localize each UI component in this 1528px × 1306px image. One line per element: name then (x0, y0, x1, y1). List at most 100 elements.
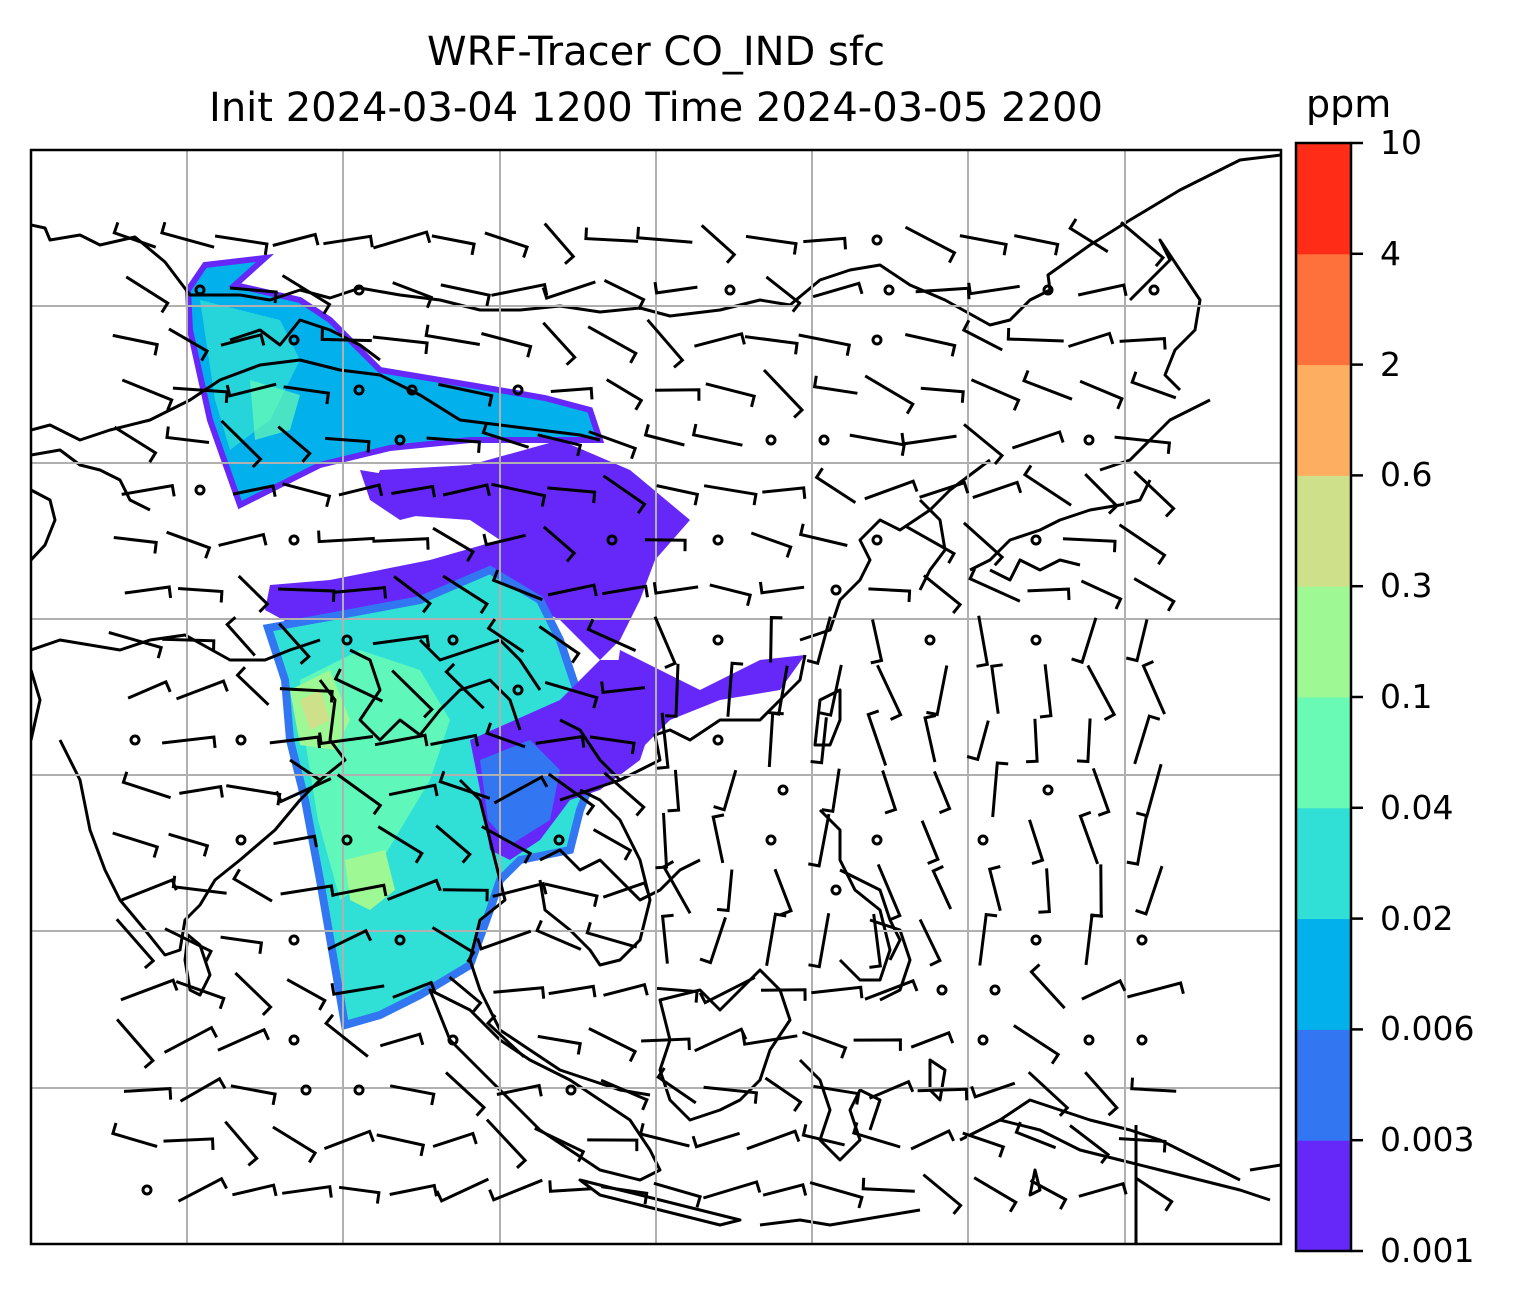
wind-barb (282, 482, 332, 508)
wind-barb (547, 772, 596, 816)
wind-barb (602, 880, 650, 899)
calm-wind-marker (1030, 934, 1042, 946)
wind-barb (484, 231, 530, 258)
wind-barb (481, 421, 530, 449)
wind-barb (866, 709, 888, 766)
wind-barb (744, 335, 799, 355)
wind-barb (702, 1180, 762, 1200)
wind-barb (438, 382, 494, 407)
wind-barb (286, 978, 327, 1011)
calm-wind-marker (512, 384, 524, 396)
wind-barb (933, 770, 952, 815)
wind-barb (587, 1138, 639, 1152)
wind-barb (656, 712, 670, 770)
wind-barb (220, 332, 266, 347)
wind-barb (493, 775, 549, 805)
wind-barb (1014, 234, 1060, 256)
wind-barb (851, 1121, 901, 1149)
calm-wind-marker (194, 484, 206, 496)
wind-barb (691, 423, 743, 447)
calm-wind-marker (194, 284, 206, 296)
wind-barb (333, 883, 388, 897)
colorbar-tick-label: 10 (1380, 123, 1422, 162)
colorbar-tick-label: 0.02 (1380, 898, 1454, 938)
wind-barb (323, 1129, 375, 1151)
wind-barb (881, 770, 898, 815)
wind-barb (488, 1178, 543, 1202)
calm-wind-marker (1083, 434, 1095, 446)
wind-barb (1120, 221, 1166, 268)
wind-barb (869, 913, 882, 969)
calm-wind-marker (1042, 784, 1054, 796)
colorbar-tick-label: 0.006 (1380, 1009, 1475, 1049)
wind-barb (646, 318, 685, 369)
wind-barb (481, 332, 533, 358)
wind-barb (543, 222, 576, 265)
wind-barb (277, 425, 312, 463)
calm-wind-marker (1136, 1034, 1148, 1046)
wind-barb (813, 1084, 861, 1105)
wind-barb (111, 1122, 158, 1148)
wind-barb (125, 275, 170, 314)
colorbar-segment (1296, 697, 1351, 809)
wind-barb (220, 419, 263, 469)
wind-barb (602, 584, 649, 598)
wind-barb (1069, 1124, 1111, 1165)
wind-barb (535, 734, 586, 748)
wind-barb (603, 279, 646, 311)
wind-barb (544, 680, 599, 709)
wind-barb (1125, 619, 1149, 663)
wind-barb (713, 769, 738, 812)
wind-barb (548, 1180, 592, 1193)
wind-barb (592, 828, 633, 861)
wind-barb (1084, 1071, 1119, 1117)
wind-barb (392, 980, 437, 999)
colorbar-segment (1296, 364, 1351, 476)
calm-wind-marker (1042, 284, 1054, 296)
wind-barb (165, 426, 210, 444)
wind-barb (1029, 1179, 1068, 1210)
colorbar-segment (1296, 475, 1351, 587)
wind-barb (1012, 1024, 1061, 1065)
wind-barb (166, 530, 212, 559)
calm-wind-marker (936, 984, 948, 996)
wind-barb (389, 1084, 436, 1106)
wind-barb (1014, 1121, 1057, 1150)
colorbar-tick-label: 0.3 (1380, 566, 1433, 606)
calm-wind-marker (235, 834, 247, 846)
calm-wind-marker (1083, 1034, 1095, 1046)
wind-barb (108, 631, 164, 659)
wind-barb (1039, 664, 1053, 719)
wind-barb (1026, 718, 1039, 764)
wind-barb (967, 282, 1020, 296)
wind-barb (376, 1133, 426, 1157)
wind-barb (801, 1030, 848, 1059)
map-area (31, 150, 1281, 1244)
wind-barb (762, 1182, 808, 1197)
wind-barb (978, 912, 998, 966)
wind-barb (694, 331, 746, 348)
wind-barb (653, 616, 677, 669)
wind-barb (120, 978, 179, 1002)
wind-barb (435, 1177, 490, 1203)
wind-barb (798, 523, 848, 547)
calm-wind-marker (830, 584, 842, 596)
wind-barb (601, 1185, 649, 1205)
wind-barb (745, 234, 798, 255)
calm-wind-marker (288, 934, 300, 946)
wind-barb (320, 328, 372, 343)
colorbar-tick-label: 0.1 (1380, 677, 1433, 716)
wind-barb (442, 574, 489, 615)
wind-barb (391, 484, 436, 498)
wind-barb (970, 378, 1021, 411)
wind-barb (919, 480, 970, 499)
colorbar-tick-label: 0.003 (1380, 1120, 1475, 1160)
wind-barb (962, 521, 1005, 567)
wind-barb (600, 1078, 649, 1111)
calm-wind-marker (871, 334, 883, 346)
graticule (31, 150, 1281, 1244)
wind-barb (481, 825, 533, 864)
wind-barb (424, 324, 481, 346)
wind-barb (868, 1079, 915, 1100)
wind-barb (377, 825, 424, 864)
